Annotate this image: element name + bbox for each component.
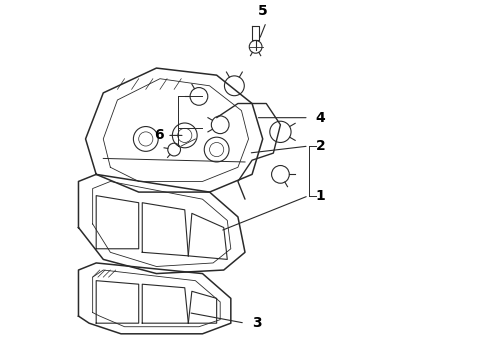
Text: 2: 2 <box>316 139 326 153</box>
Text: 3: 3 <box>252 316 262 330</box>
Polygon shape <box>96 281 139 323</box>
Polygon shape <box>142 203 188 256</box>
Polygon shape <box>188 291 217 323</box>
Text: 4: 4 <box>316 111 326 125</box>
Polygon shape <box>188 213 227 260</box>
Text: 1: 1 <box>316 189 326 203</box>
Text: 6: 6 <box>154 129 164 143</box>
Polygon shape <box>142 284 188 323</box>
Text: 5: 5 <box>258 4 268 18</box>
Polygon shape <box>96 195 139 249</box>
